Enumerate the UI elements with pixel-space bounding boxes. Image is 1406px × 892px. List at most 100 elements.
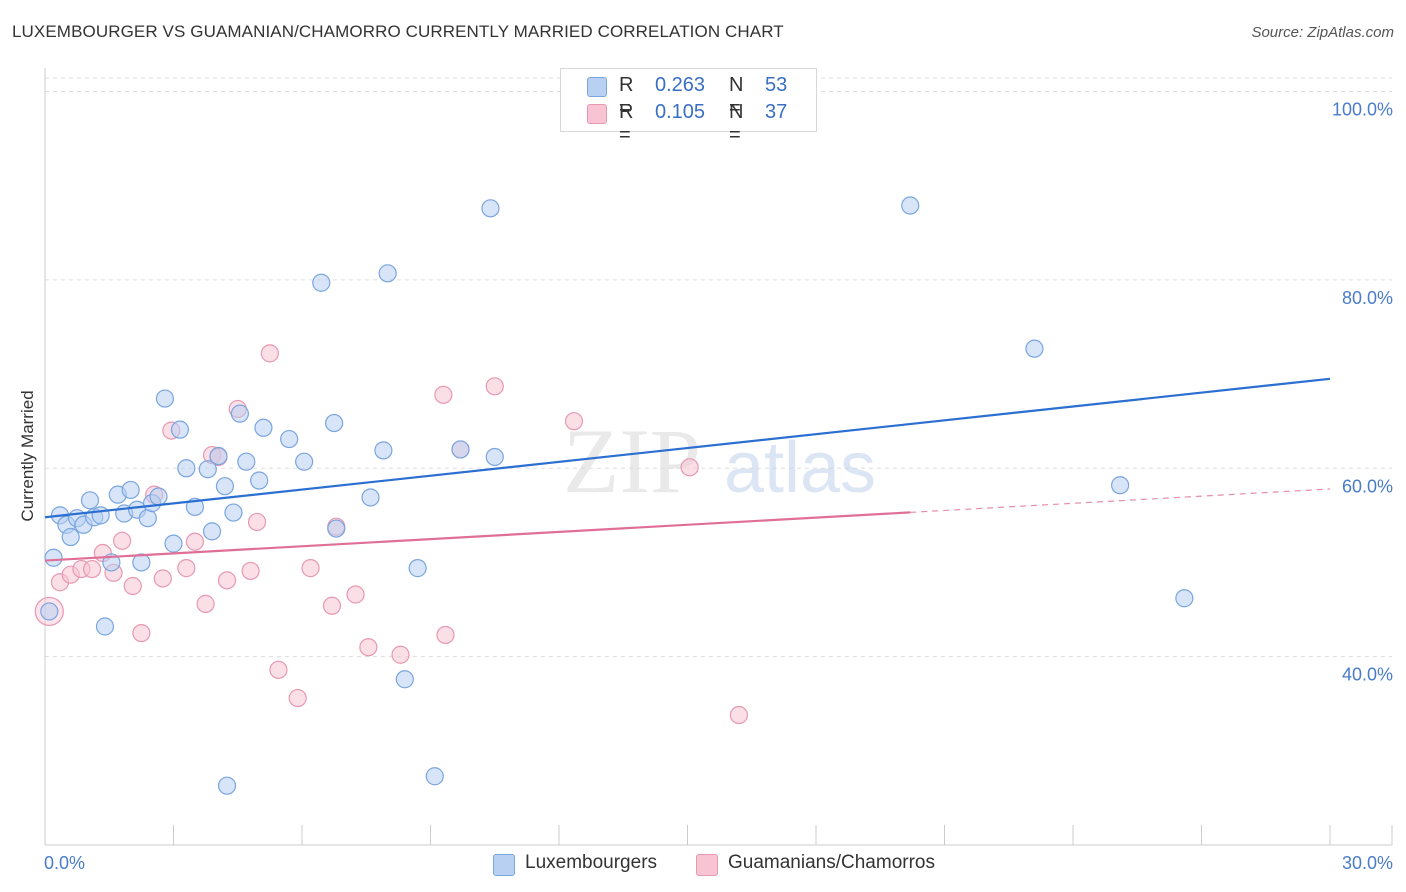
point-luxembourgers <box>209 446 228 466</box>
point-luxembourgers <box>230 404 249 423</box>
point-luxembourgers <box>254 418 273 437</box>
point-luxembourgers <box>280 429 299 449</box>
point-luxembourgers <box>378 264 397 283</box>
point-luxembourgers <box>132 553 151 572</box>
point-luxembourgers <box>80 491 100 510</box>
point-guamanians <box>729 705 749 725</box>
point-luxembourgers <box>95 617 115 636</box>
series-guamanians-points <box>34 344 749 725</box>
point-guamanians <box>434 385 453 404</box>
point-luxembourgers <box>408 559 427 578</box>
point-luxembourgers <box>395 670 414 689</box>
point-luxembourgers <box>481 199 500 218</box>
point-guamanians <box>346 585 365 604</box>
point-guamanians <box>217 571 237 590</box>
point-guamanians <box>564 412 584 431</box>
point-luxembourgers <box>295 452 314 471</box>
axes <box>44 68 1393 846</box>
point-luxembourgers <box>327 519 346 538</box>
point-luxembourgers <box>485 447 504 467</box>
watermark-atlas: atlas <box>724 428 876 508</box>
point-luxembourgers <box>250 471 269 490</box>
point-luxembourgers <box>155 389 175 408</box>
legend-swatch-pink <box>587 104 607 124</box>
point-luxembourgers <box>121 480 140 500</box>
point-guamanians <box>359 638 378 657</box>
point-luxembourgers <box>170 420 190 439</box>
point-guamanians <box>485 377 504 396</box>
point-guamanians <box>391 645 410 664</box>
series-legend-swatch-blue <box>493 854 515 876</box>
legend-r-label: R = <box>619 74 634 119</box>
x-tick-label: 30.0% <box>1342 853 1393 873</box>
point-luxembourgers <box>237 452 256 471</box>
point-guamanians <box>301 559 320 578</box>
trend-line-luxembourgers <box>44 377 1331 519</box>
y-tick-label: 40.0% <box>1342 665 1393 685</box>
series-legend: Luxembourgers Guamanians/Chamorros <box>0 852 1406 878</box>
chart-title: LUXEMBOURGER VS GUAMANIAN/CHAMORRO CURRE… <box>12 22 784 41</box>
legend-n-label: N = <box>729 101 744 146</box>
point-guamanians <box>680 458 699 477</box>
point-guamanians <box>260 344 279 363</box>
legend-n-value: 53 <box>765 74 788 96</box>
correlation-legend: R = 0.263 N = 53 R = 0.105 N = 37 <box>560 68 817 146</box>
series-luxembourgers-points <box>40 196 1194 795</box>
point-luxembourgers <box>138 509 157 528</box>
point-luxembourgers <box>149 487 168 506</box>
y-axis-title: Currently Married <box>18 390 37 521</box>
point-luxembourgers <box>312 273 331 292</box>
point-guamanians <box>322 596 342 615</box>
point-luxembourgers <box>374 441 393 460</box>
point-luxembourgers <box>901 196 920 215</box>
point-luxembourgers <box>1025 339 1044 358</box>
point-luxembourgers <box>164 534 183 553</box>
point-luxembourgers <box>451 440 470 459</box>
point-luxembourgers <box>61 527 80 547</box>
point-guamanians <box>269 660 288 679</box>
point-guamanians <box>288 688 307 708</box>
point-guamanians <box>436 625 455 645</box>
y-tick-label: 60.0% <box>1342 476 1393 496</box>
point-luxembourgers <box>1111 476 1130 495</box>
point-guamanians <box>177 559 196 578</box>
y-tick-labels: 40.0% 60.0% 80.0% 100.0% <box>1332 100 1393 685</box>
point-guamanians <box>132 623 151 643</box>
legend-swatch-blue <box>587 77 607 97</box>
point-luxembourgers <box>1175 589 1194 608</box>
point-luxembourgers <box>202 522 222 541</box>
watermark-zip: ZIP <box>563 410 701 512</box>
trend-line-guamanians-extension <box>910 488 1331 513</box>
legend-r-value: 0.105 <box>655 101 706 123</box>
x-tick-labels: 0.0% 30.0% <box>44 853 1393 873</box>
point-guamanians <box>247 512 267 532</box>
point-guamanians <box>83 559 102 579</box>
point-guamanians <box>196 594 215 613</box>
point-guamanians <box>153 569 172 588</box>
point-luxembourgers <box>40 602 59 621</box>
point-luxembourgers <box>361 488 380 507</box>
trend-line-guamanians <box>44 511 911 562</box>
point-luxembourgers <box>215 477 234 496</box>
point-luxembourgers <box>91 506 110 525</box>
x-tick-label: 0.0% <box>44 853 85 873</box>
legend-r-label: R = <box>619 101 634 146</box>
point-luxembourgers <box>325 413 344 433</box>
point-luxembourgers <box>224 503 243 522</box>
trend-lines <box>44 377 1331 562</box>
point-luxembourgers <box>217 776 237 795</box>
legend-n-label: N = <box>729 74 744 119</box>
legend-r-value: 0.263 <box>655 74 706 96</box>
legend-n-value: 37 <box>765 101 788 123</box>
point-guamanians <box>123 576 142 596</box>
y-tick-label: 80.0% <box>1342 288 1393 308</box>
series-legend-label: Guamanians/Chamorros <box>728 852 935 873</box>
y-tick-label: 100.0% <box>1332 100 1393 120</box>
point-guamanians <box>185 532 205 551</box>
point-luxembourgers <box>177 459 196 478</box>
point-luxembourgers <box>198 460 217 479</box>
watermark: ZIP atlas <box>563 410 876 512</box>
chart-source: Source: ZipAtlas.com <box>1251 24 1394 41</box>
series-legend-swatch-pink <box>696 854 718 876</box>
